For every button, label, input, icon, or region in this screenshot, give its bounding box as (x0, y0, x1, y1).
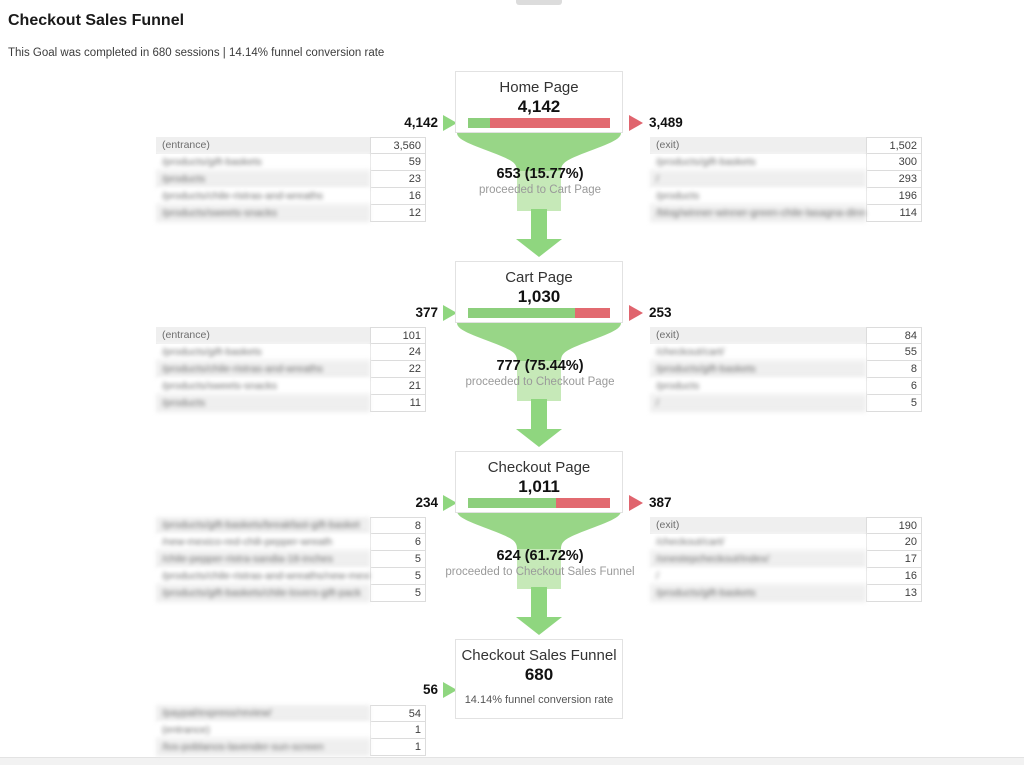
entrance-arrow-icon (443, 495, 457, 511)
table-row: /onestepcheckout/index/17 (650, 550, 922, 568)
proceed-caption: proceeded to Checkout Page (465, 376, 615, 388)
funnel-connector-down-arrow-icon (457, 323, 621, 447)
step3-entrance-table: /products/gift-baskets/breakfast-gift-ba… (156, 517, 426, 602)
proceed-stat-block: 653 (15.77%) proceeded to Cart Page (340, 166, 740, 196)
table-row: /products 23 (156, 170, 426, 188)
step2-entrance-count: 377 (415, 305, 438, 320)
table-row: /products/gift-baskets 8 (650, 360, 922, 378)
table-row: /chile-pepper-ristra-sandia-18-inches 5 (156, 550, 426, 568)
proceed-caption: proceeded to Checkout Sales Funnel (445, 566, 635, 578)
table-row: /products/chile-ristras-and-wreaths/new-… (156, 567, 426, 585)
bar-red-segment (490, 118, 610, 128)
step3-exit-count: 387 (649, 495, 672, 510)
step4-entrance-count: 56 (422, 682, 438, 697)
table-row: /paypal/express/review/54 (156, 705, 426, 722)
table-row: (exit) 84 (650, 327, 922, 344)
table-row: /new-mexico-red-chili-pepper-wreath 6 (156, 533, 426, 551)
step3-exit-table: (exit) 190 /checkout/cart/20 /onestepchec… (650, 517, 922, 602)
table-row: /products/gift-baskets 24 (156, 343, 426, 361)
step-title: Home Page (499, 79, 579, 96)
step-title: Checkout Page (487, 459, 591, 476)
table-row: (entrance) 1 (156, 721, 426, 739)
table-row: (exit) 1,502 (650, 137, 922, 154)
bar-green-segment (468, 308, 576, 318)
page-footer-strip (0, 757, 1024, 765)
step1-entrance-count: 4,142 (404, 115, 438, 130)
table-row: /5 (650, 394, 922, 412)
goal-summary-text: This Goal was completed in 680 sessions … (8, 47, 385, 59)
table-row: /16 (650, 567, 922, 585)
table-row: /products/chile-ristras-and-wreaths 16 (156, 187, 426, 205)
table-row: (exit) 190 (650, 517, 922, 534)
page-title: Checkout Sales Funnel (8, 12, 185, 29)
proceed-caption: proceeded to Cart Page (478, 184, 602, 196)
exit-arrow-icon (629, 115, 643, 131)
top-connector-remnant (516, 0, 562, 5)
step1-exit-count: 3,489 (649, 115, 683, 130)
step-title: Cart Page (505, 269, 573, 286)
step1-exit-table: (exit) 1,502 /products/gift-baskets 300 /2… (650, 137, 922, 222)
step-sessions-value: 680 (524, 665, 554, 684)
bar-red-segment (555, 498, 610, 508)
table-row: (entrance) 101 (156, 327, 426, 344)
bar-green-segment (468, 118, 491, 128)
table-row: /293 (650, 170, 922, 188)
table-row: /products/sweets-snacks 12 (156, 204, 426, 222)
table-row: /los-poblanos-lavender-sun-screen 1 (156, 738, 426, 756)
table-row: /products 196 (650, 187, 922, 205)
conversion-rate-caption: 14.14% funnel conversion rate (464, 694, 614, 706)
funnel-step-box-cart-page: Cart Page 1,030 (455, 261, 623, 323)
table-row: (entrance) 3,560 (156, 137, 426, 154)
table-row: /products/gift-baskets 13 (650, 584, 922, 602)
entrance-arrow-icon (443, 115, 457, 131)
table-row: /products/gift-baskets/breakfast-gift-ba… (156, 517, 426, 534)
table-row: /checkout/cart/20 (650, 533, 922, 551)
step2-exit-count: 253 (649, 305, 672, 320)
proceed-stat-block: 777 (75.44%) proceeded to Checkout Page (340, 358, 740, 388)
entrance-arrow-icon (443, 305, 457, 321)
step1-entrance-table: (entrance) 3,560 /products/gift-baskets 59… (156, 137, 426, 222)
step2-exit-table: (exit) 84 /checkout/cart/55 /products/gif… (650, 327, 922, 412)
proceed-count: 653 (15.77%) (496, 166, 584, 182)
funnel-connector-down-arrow-icon (457, 133, 621, 257)
exit-arrow-icon (629, 495, 643, 511)
funnel-step-box-goal: Checkout Sales Funnel 680 14.14% funnel … (455, 639, 623, 719)
table-row: /products 6 (650, 377, 922, 395)
step-proceed-bar (468, 498, 610, 508)
step-proceed-bar (468, 118, 610, 128)
proceed-count: 624 (61.72%) (496, 548, 584, 564)
proceed-count: 777 (75.44%) (496, 358, 584, 374)
funnel-step-box-checkout-page: Checkout Page 1,011 (455, 451, 623, 513)
step-sessions-value: 1,011 (518, 477, 560, 496)
step2-entrance-table: (entrance) 101 /products/gift-baskets 24 /… (156, 327, 426, 412)
table-row: /products 11 (156, 394, 426, 412)
bar-green-segment (468, 498, 556, 508)
table-row: /products/gift-baskets 59 (156, 153, 426, 171)
exit-arrow-icon (629, 305, 643, 321)
table-row: /products/sweets-snacks 21 (156, 377, 426, 395)
table-row: /products/gift-baskets 300 (650, 153, 922, 171)
step4-entrance-table: /paypal/express/review/54 (entrance) 1 /l… (156, 705, 426, 756)
funnel-step-box-home-page: Home Page 4,142 (455, 71, 623, 133)
table-row: /products/chile-ristras-and-wreaths 22 (156, 360, 426, 378)
step-title: Checkout Sales Funnel (461, 647, 617, 664)
step-sessions-value: 1,030 (517, 287, 561, 306)
step3-entrance-count: 234 (415, 495, 438, 510)
funnel-connector-down-arrow-icon (457, 511, 621, 635)
step-proceed-bar (468, 308, 610, 318)
table-row: /blog/winner-winner-green-chile-lasagna-… (650, 204, 922, 222)
bar-red-segment (575, 308, 610, 318)
proceed-stat-block: 624 (61.72%) proceeded to Checkout Sales… (340, 548, 740, 578)
table-row: /checkout/cart/55 (650, 343, 922, 361)
table-row: /products/gift-baskets/chile-lovers-gift… (156, 584, 426, 602)
entrance-arrow-icon (443, 682, 457, 698)
step-sessions-value: 4,142 (517, 97, 561, 116)
